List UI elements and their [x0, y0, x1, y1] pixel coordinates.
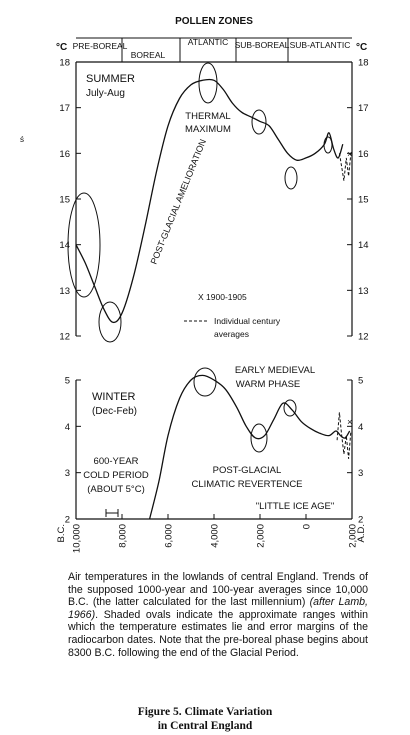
little-ice-age-label: "LITTLE ICE AGE": [256, 501, 335, 512]
x-tick-label: 8,000: [118, 524, 129, 548]
unit-label-right: °C: [356, 42, 367, 53]
summer-range-oval: [67, 192, 101, 298]
winter-range-oval: [193, 367, 217, 397]
thermal-maximum-label: MAXIMUM: [185, 124, 231, 135]
winter-subtitle: (Dec-Feb): [92, 406, 137, 417]
figure-title: in Central England: [157, 720, 253, 732]
thermal-maximum-label: THERMAL: [185, 111, 230, 122]
legend-dash-label: averages: [214, 329, 249, 339]
summer-tick-label-right: 15: [358, 195, 369, 206]
summer-range-oval: [198, 62, 218, 104]
winter-tick-label-left: 4: [65, 422, 70, 433]
unit-label-left: °C: [56, 42, 67, 53]
zone-sub-boreal: SUB-BOREAL: [235, 40, 290, 50]
caption-text: . Shaded ovals indicate the approximate …: [68, 608, 368, 659]
summer-tick-label-right: 14: [358, 240, 369, 251]
figure-caption: Air temperatures in the lowlands of cent…: [68, 571, 368, 659]
summer-tick-label-right: 17: [358, 103, 369, 114]
x-tick-label: 6,000: [164, 524, 175, 548]
warm-phase-label: EARLY MEDIEVAL: [235, 365, 315, 376]
legend-dash-label: Individual century: [214, 316, 281, 326]
curve-label: POST-GLACIAL AMELIORATION: [149, 138, 208, 266]
summer-title: SUMMER: [86, 73, 135, 85]
winter-tick-label-right: 3: [358, 468, 363, 479]
winter-trend-line: [148, 374, 351, 520]
summer-tick-label-left: 17: [59, 103, 70, 114]
x-tick-label: 0: [302, 524, 313, 529]
summer-tick-label-left: 14: [59, 240, 70, 251]
warm-phase-label: WARM PHASE: [236, 379, 301, 390]
cold-period-label: 600-YEAR: [94, 456, 139, 467]
summer-subtitle: July-Aug: [86, 88, 125, 99]
winter-range-oval: [250, 423, 268, 453]
x-tick-label: 10,000: [72, 524, 83, 553]
summer-tick-label-left: 13: [59, 286, 70, 297]
winter-1900-1905-marker: ×: [347, 417, 352, 427]
summer-century-averages-line: [338, 153, 352, 181]
summer-tick-label-left: 18: [59, 58, 70, 69]
summer-tick-label-right: 18: [358, 58, 369, 69]
stray-mark: ś: [20, 135, 24, 144]
zone-sub-atlantic: SUB-ATLANTIC: [290, 40, 351, 50]
summer-range-oval: [284, 166, 298, 190]
summer-range-oval: [98, 301, 122, 343]
winter-tick-label-right: 4: [358, 422, 363, 433]
winter-tick-label-right: 5: [358, 376, 363, 387]
summer-tick-label-left: 16: [59, 149, 70, 160]
summer-1900-1905-marker: ×: [347, 149, 352, 159]
cold-period-label: (ABOUT 5°C): [87, 484, 144, 495]
zone-atlantic: ATLANTIC: [188, 37, 228, 47]
winter-tick-label-right: 2: [358, 515, 363, 526]
winter-tick-label-left: 5: [65, 376, 70, 387]
caption-citation: (after Lamb, 1966): [68, 596, 368, 621]
caption-text: Air temperatures in the lowlands of cent…: [68, 571, 368, 609]
summer-tick-label-right: 16: [358, 149, 369, 160]
legend-x-label: X 1900-1905: [198, 292, 247, 302]
summer-panel: 18 18 17 17 16 16 15 15 14 14 13 13 12 12 SUMMER July…: [59, 58, 369, 343]
zone-boreal: BOREAL: [131, 50, 166, 60]
zone-pre-boreal: PRE-BOREAL: [73, 41, 128, 51]
summer-tick-label-left: 12: [59, 332, 70, 343]
summer-trend-line: [75, 78, 344, 324]
winter-century-averages-line: [336, 412, 352, 459]
era-label-ad: A.D.: [356, 524, 367, 542]
pollen-zones-header: POLLEN ZONES: [175, 16, 253, 27]
winter-tick-label-left: 3: [65, 468, 70, 479]
x-tick-label: 2,000: [348, 524, 359, 548]
figure-title: Figure 5. Climate Variation: [137, 706, 273, 718]
revertence-label: POST-GLACIAL: [213, 465, 282, 476]
cold-period-label: COLD PERIOD: [83, 470, 149, 481]
era-label-bc: B.C.: [56, 524, 67, 542]
revertence-label: CLIMATIC REVERTENCE: [191, 479, 302, 490]
summer-tick-label-right: 13: [358, 286, 369, 297]
winter-range-oval: [283, 399, 297, 417]
climate-figure: POLLEN ZONES PRE-BOREAL BOREAL ATLANTIC …: [20, 16, 369, 553]
x-tick-label: 4,000: [210, 524, 221, 548]
winter-panel: 5 5 4 4 3 3 2 2 WINTER (Dec-Feb) EARLY MEDIEVAL…: [65, 365, 364, 526]
winter-tick-label-left: 2: [65, 515, 70, 526]
x-tick-label: 2,000: [256, 524, 267, 548]
summer-tick-label-left: 15: [59, 195, 70, 206]
summer-tick-label-right: 12: [358, 332, 369, 343]
winter-title: WINTER: [92, 391, 135, 403]
summer-range-oval: [251, 109, 267, 135]
